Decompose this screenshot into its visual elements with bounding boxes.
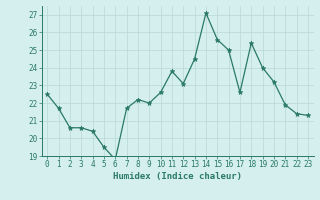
X-axis label: Humidex (Indice chaleur): Humidex (Indice chaleur) bbox=[113, 172, 242, 181]
